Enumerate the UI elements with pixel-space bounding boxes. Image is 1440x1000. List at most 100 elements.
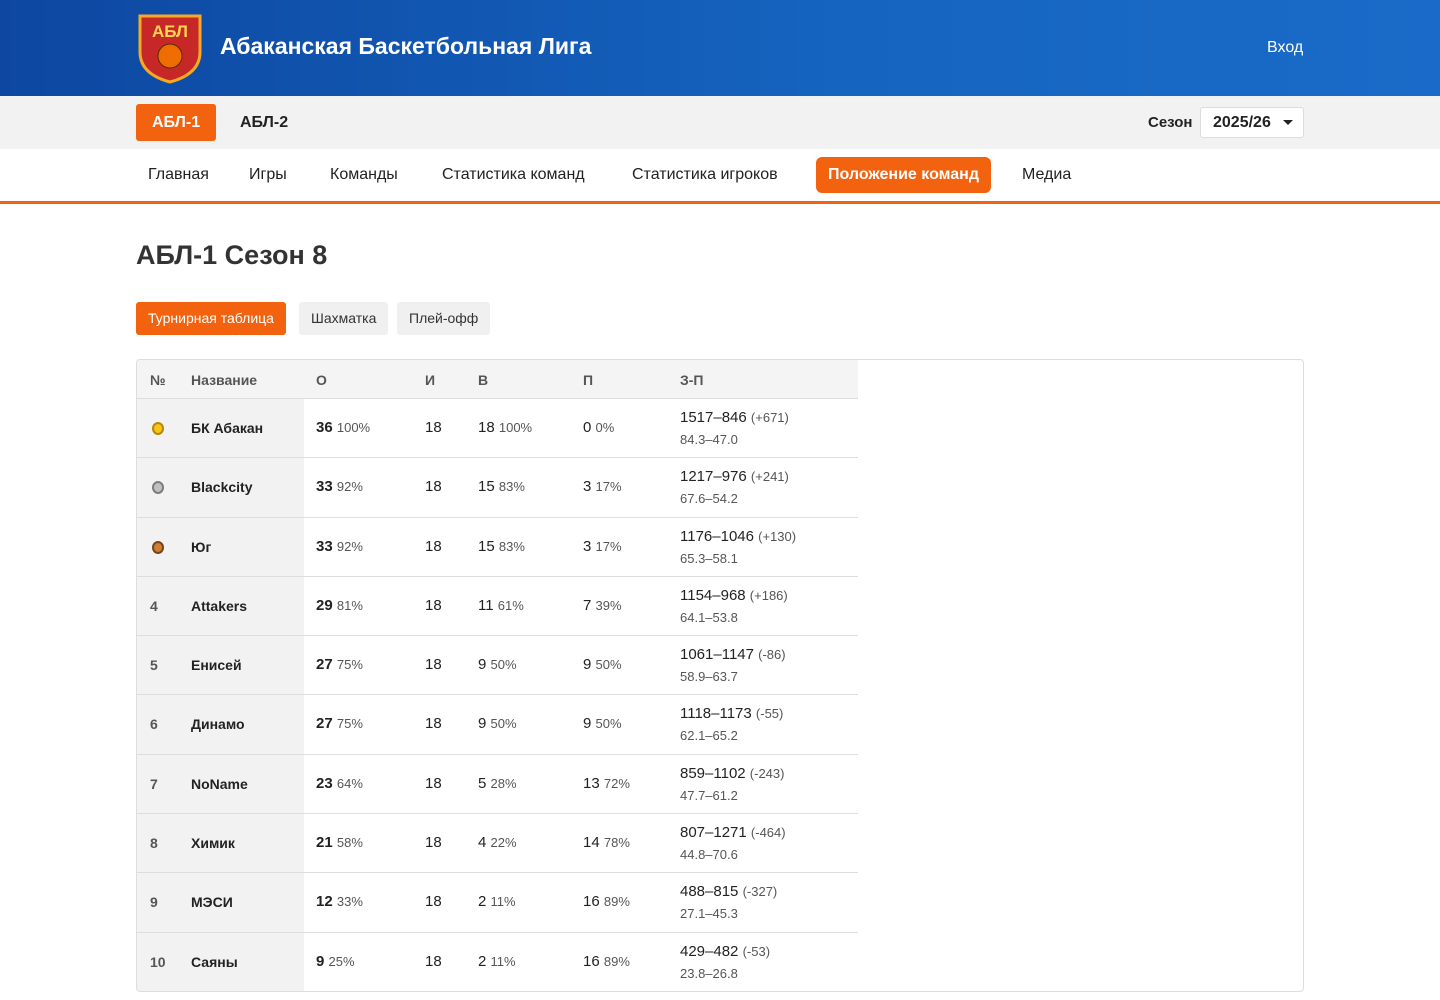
team-name[interactable]: БК Абакан bbox=[191, 420, 264, 436]
cell: 18 bbox=[425, 953, 442, 970]
cell: 18 bbox=[425, 597, 442, 614]
tab[interactable]: Турнирная таблица bbox=[136, 302, 286, 335]
team-name[interactable]: МЭСИ bbox=[191, 894, 233, 911]
table-row[interactable]: 8 Химик 21 58% 18 4 22% 14 78% 807–1271 (-464)… bbox=[137, 814, 858, 874]
site-title[interactable]: Абаканская Баскетбольная Лига bbox=[220, 33, 592, 59]
row-shade bbox=[137, 458, 304, 517]
menu-item[interactable]: Медиа bbox=[1022, 166, 1072, 183]
row-shade bbox=[137, 399, 304, 458]
points-percent: 25% bbox=[328, 953, 355, 969]
cell-percent: 78% bbox=[603, 835, 630, 851]
menu-item[interactable]: Игры bbox=[249, 166, 287, 183]
rank: 6 bbox=[150, 716, 158, 733]
table-row[interactable]: Blackcity 33 92% 18 15 83% 3 17% 1217–976 (+2… bbox=[137, 458, 858, 518]
cell-value: 3 bbox=[583, 478, 592, 496]
team-name[interactable]: Динамо bbox=[191, 716, 245, 733]
menu-item[interactable]: Статистика команд bbox=[442, 166, 585, 183]
points: 23 bbox=[316, 774, 333, 792]
table-row[interactable]: 6 Динамо 27 75% 18 9 50% 9 50% 1118–1173 (-55)… bbox=[137, 695, 858, 755]
cell: 1217–976 (+241) bbox=[680, 468, 789, 485]
cell-percent: 50% bbox=[595, 657, 622, 673]
score-diff: (+241) bbox=[750, 469, 789, 485]
score-diff: (+130) bbox=[758, 528, 797, 544]
cell-value: 18 bbox=[425, 656, 442, 674]
standings-table: № Название О И В П З-П БК Абакан 36 100% 18 18 100… bbox=[136, 359, 1304, 992]
row-shade bbox=[137, 754, 304, 814]
column-header: В bbox=[478, 372, 489, 388]
score: 488–815 bbox=[680, 883, 739, 901]
rank: 10 bbox=[150, 953, 166, 970]
cell-percent: 17% bbox=[595, 479, 622, 495]
table-row[interactable]: 7 NoName 23 64% 18 5 28% 13 72% 859–1102 (-243… bbox=[137, 754, 858, 815]
cell-value: 15 bbox=[478, 537, 495, 555]
table-row[interactable]: 4 Attakers 29 81% 18 11 61% 7 39% 1154–968 (+1… bbox=[137, 576, 858, 637]
points: 27 bbox=[316, 715, 333, 733]
score: 1517–846 bbox=[680, 409, 747, 426]
menu-item[interactable]: Команды bbox=[330, 166, 398, 183]
cell-value: 18 bbox=[425, 478, 442, 496]
cell-value: 7 bbox=[583, 596, 592, 614]
score-average: 65.3–58.1 bbox=[680, 550, 738, 566]
team-name[interactable]: Химик bbox=[191, 835, 235, 852]
menu-item[interactable]: Статистика игроков bbox=[632, 166, 778, 183]
table-row[interactable]: 5 Енисей 27 75% 18 9 50% 9 50% 1061–1147 (-86)… bbox=[137, 636, 858, 696]
cell-value: 18 bbox=[425, 419, 442, 436]
cell-value: 2 bbox=[478, 952, 487, 970]
cell-percent: 17% bbox=[595, 538, 622, 554]
team-name[interactable]: Саяны bbox=[191, 953, 238, 970]
menu-item[interactable]: Главная bbox=[148, 166, 209, 183]
login-link[interactable]: Вход bbox=[1267, 39, 1304, 56]
points-percent: 75% bbox=[336, 657, 363, 673]
cell-percent: 89% bbox=[603, 894, 630, 910]
logo-text: АБЛ bbox=[152, 22, 188, 41]
cell-percent: 61% bbox=[497, 597, 524, 613]
league-bar: Сезон 2025/26 АБЛ-1 АБЛ-2 bbox=[0, 96, 1440, 149]
cell: 3 17% bbox=[583, 478, 622, 495]
score-average: 67.6–54.2 bbox=[680, 491, 738, 507]
logo[interactable]: АБЛ bbox=[136, 12, 204, 84]
table-row[interactable]: Юг 33 92% 18 15 83% 3 17% 1176–1046 (+130) 65.… bbox=[137, 517, 858, 577]
table-row[interactable]: 9 МЭСИ 12 33% 18 2 11% 16 89% 488–815 (-327) 27… bbox=[137, 873, 858, 933]
column-header: П bbox=[583, 372, 594, 388]
header-row: № Название О И В П З-П bbox=[137, 360, 858, 399]
points-percent: 33% bbox=[336, 894, 363, 910]
tab[interactable]: Плей-офф bbox=[397, 302, 491, 335]
cell: 33 92% bbox=[316, 478, 363, 495]
cell: 18 bbox=[425, 478, 442, 495]
cell: 488–815 (-327) bbox=[680, 883, 777, 900]
team-name[interactable]: Blackcity bbox=[191, 479, 253, 496]
table-row[interactable]: 10 Саяны 9 25% 18 2 11% 16 89% 429–482 (-53) 23… bbox=[137, 932, 858, 991]
cell: 3 17% bbox=[583, 538, 622, 555]
row-shade bbox=[137, 814, 304, 873]
score: 1176–1046 bbox=[680, 527, 754, 545]
cell-percent: 22% bbox=[490, 835, 517, 851]
cell: 1517–846 (+671) bbox=[680, 409, 789, 426]
score-average: 47.7–61.2 bbox=[680, 787, 738, 803]
team-name[interactable]: NoName bbox=[191, 775, 248, 792]
cell-percent: 0% bbox=[595, 420, 615, 435]
score-average: 64.1–53.8 bbox=[680, 609, 738, 625]
column-header: О bbox=[316, 372, 327, 388]
season-select[interactable]: 2025/26 bbox=[1200, 107, 1304, 138]
team-name[interactable]: Attakers bbox=[191, 597, 248, 614]
cell: 36 100% bbox=[316, 419, 370, 436]
team-name[interactable]: Енисей bbox=[191, 657, 242, 674]
league-tab[interactable]: АБЛ-1 bbox=[136, 104, 217, 141]
cell-percent: 28% bbox=[490, 775, 517, 791]
score-average: 23.8–26.8 bbox=[680, 965, 738, 981]
tab[interactable]: Шахматка bbox=[299, 302, 389, 335]
cell: 29 81% bbox=[316, 597, 363, 614]
cell-value: 9 bbox=[478, 715, 487, 733]
score-diff: (-327) bbox=[742, 884, 778, 900]
team-name[interactable]: Юг bbox=[191, 538, 212, 555]
score: 1154–968 bbox=[680, 586, 746, 604]
league-tab[interactable]: АБЛ-2 bbox=[240, 114, 289, 131]
rank: 8 bbox=[150, 835, 158, 852]
cell-value: 9 bbox=[478, 656, 487, 674]
cell: 9 50% bbox=[583, 715, 622, 732]
points-percent: 100% bbox=[336, 420, 371, 435]
table-row[interactable]: БК Абакан 36 100% 18 18 100% 0 0% 1517–846 (+… bbox=[137, 399, 858, 459]
menu-item[interactable]: Положение команд bbox=[816, 157, 991, 193]
column-header: № bbox=[150, 372, 166, 388]
